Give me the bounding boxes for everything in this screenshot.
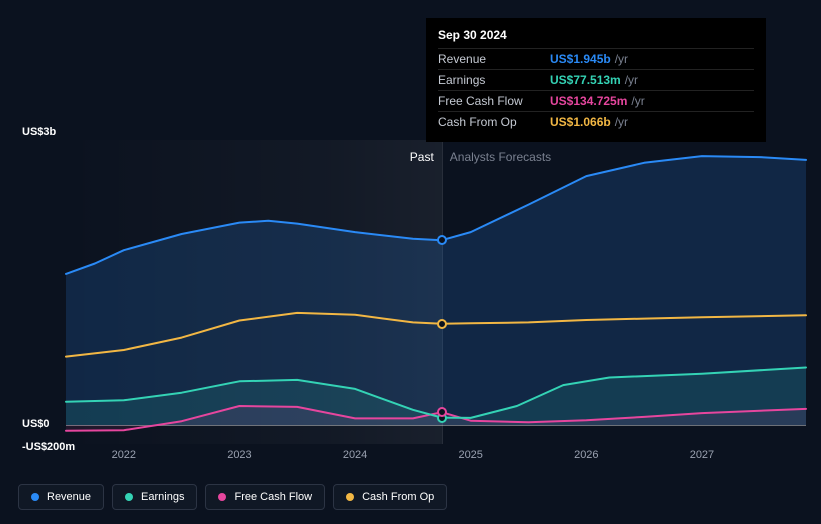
y-axis-zero-label: US$0 bbox=[22, 418, 50, 430]
legend-item[interactable]: Cash From Op bbox=[333, 484, 447, 510]
tooltip-row: EarningsUS$77.513m/yr bbox=[438, 69, 754, 90]
x-axis: 2022 2023 2024 2025 2026 2027 bbox=[66, 449, 806, 469]
marker-fcf bbox=[437, 407, 447, 417]
legend-label: Cash From Op bbox=[362, 491, 434, 503]
legend-label: Earnings bbox=[141, 491, 184, 503]
hover-tooltip: Sep 30 2024 RevenueUS$1.945b/yrEarningsU… bbox=[426, 18, 766, 142]
y-axis-max-label: US$3b bbox=[22, 126, 56, 138]
legend: Revenue Earnings Free Cash Flow Cash From O… bbox=[18, 484, 447, 510]
tooltip-metric-label: Revenue bbox=[438, 52, 550, 66]
legend-dot-icon bbox=[31, 493, 39, 501]
tooltip-date: Sep 30 2024 bbox=[438, 26, 754, 48]
legend-dot-icon bbox=[125, 493, 133, 501]
x-tick: 2026 bbox=[574, 449, 598, 461]
tooltip-metric-label: Free Cash Flow bbox=[438, 94, 550, 108]
tooltip-unit: /yr bbox=[615, 115, 628, 129]
legend-label: Free Cash Flow bbox=[234, 491, 312, 503]
tooltip-row: RevenueUS$1.945b/yr bbox=[438, 48, 754, 69]
x-tick: 2027 bbox=[690, 449, 714, 461]
tooltip-metric-label: Earnings bbox=[438, 73, 550, 87]
tooltip-row: Cash From OpUS$1.066b/yr bbox=[438, 111, 754, 132]
legend-dot-icon bbox=[346, 493, 354, 501]
marker-cash_from_op bbox=[437, 319, 447, 329]
tooltip-metric-value: US$1.066b bbox=[550, 115, 611, 129]
tooltip-metric-value: US$77.513m bbox=[550, 73, 621, 87]
tooltip-unit: /yr bbox=[625, 73, 638, 87]
tooltip-unit: /yr bbox=[631, 94, 644, 108]
x-tick: 2024 bbox=[343, 449, 367, 461]
tooltip-metric-value: US$134.725m bbox=[550, 94, 627, 108]
x-tick: 2025 bbox=[458, 449, 482, 461]
x-tick: 2022 bbox=[112, 449, 136, 461]
legend-label: Revenue bbox=[47, 491, 91, 503]
x-tick: 2023 bbox=[227, 449, 251, 461]
legend-dot-icon bbox=[218, 493, 226, 501]
legend-item[interactable]: Free Cash Flow bbox=[205, 484, 325, 510]
tooltip-unit: /yr bbox=[615, 52, 628, 66]
tooltip-row: Free Cash FlowUS$134.725m/yr bbox=[438, 90, 754, 111]
tooltip-metric-value: US$1.945b bbox=[550, 52, 611, 66]
legend-item[interactable]: Revenue bbox=[18, 484, 104, 510]
tooltip-metric-label: Cash From Op bbox=[438, 115, 550, 129]
plot-area[interactable]: Past Analysts Forecasts bbox=[66, 140, 806, 444]
legend-item[interactable]: Earnings bbox=[112, 484, 197, 510]
marker-revenue bbox=[437, 235, 447, 245]
chart-svg bbox=[66, 140, 806, 444]
